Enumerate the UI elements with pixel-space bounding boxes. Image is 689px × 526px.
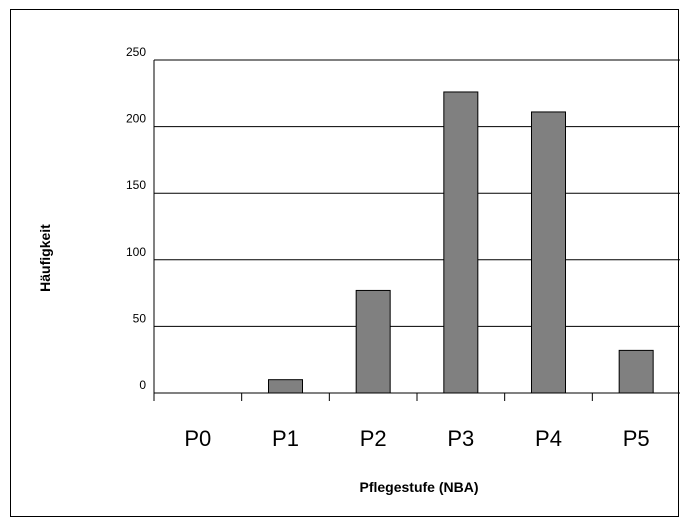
bar-p2 — [355, 289, 391, 394]
y-tick-label: 100 — [126, 245, 146, 259]
x-tick-label-p0: P0 — [184, 426, 211, 451]
x-tick-label-p3: P3 — [447, 426, 474, 451]
chart-frame — [10, 9, 679, 517]
x-tick-label-p1: P1 — [272, 426, 299, 451]
x-tick-label-p2: P2 — [360, 426, 387, 451]
y-tick-label: 200 — [126, 112, 146, 126]
bar-p5 — [618, 349, 654, 394]
x-axis-title: Pflegestufe (NBA) — [359, 479, 478, 495]
bar-p1 — [268, 379, 303, 394]
bar-p4 — [531, 111, 566, 394]
grid-lines — [154, 59, 680, 327]
x-axis-tick-labels: P0 P1 P2 P3 P4 P5 — [184, 426, 649, 451]
y-axis-tick-labels: 0 50 100 150 200 250 — [126, 45, 146, 392]
x-tick-label-p4: P4 — [535, 426, 562, 451]
y-tick-label: 50 — [133, 311, 147, 325]
x-tick-label-p5: P5 — [623, 426, 650, 451]
y-tick-label: 250 — [126, 45, 146, 59]
axes — [153, 60, 680, 401]
y-tick-label: 0 — [139, 378, 146, 392]
y-axis-title: Häufigkeit — [37, 224, 53, 292]
bars — [268, 91, 654, 394]
y-tick-label: 150 — [126, 178, 146, 192]
bar-p3 — [443, 91, 479, 394]
